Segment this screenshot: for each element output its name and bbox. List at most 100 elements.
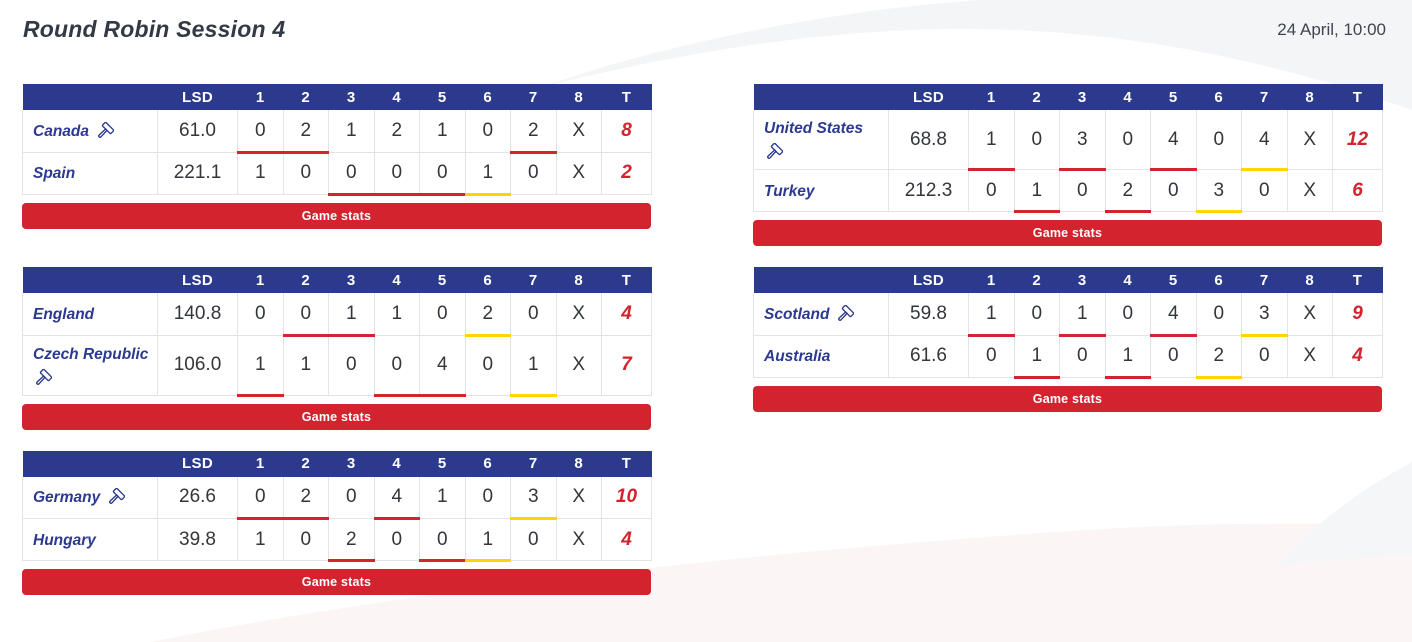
end-1-score: 1 bbox=[237, 152, 284, 195]
col-header-T: T bbox=[1332, 267, 1383, 293]
team-name: England bbox=[33, 305, 95, 323]
hammer-underline-yellow bbox=[510, 517, 557, 520]
col-header-4: 4 bbox=[374, 450, 420, 477]
end-4-score: 4 bbox=[373, 476, 420, 520]
end-3-score: 0 bbox=[328, 476, 375, 519]
header-row: LSD 1 2 3 4 5 6 7 8 T bbox=[22, 267, 652, 293]
end-6-score: 3 bbox=[1195, 169, 1242, 213]
team-row: Australia 61.6 0 1 0 1 0 2 0 X 4 bbox=[753, 335, 1383, 379]
hammer-underline-yellow bbox=[1195, 375, 1242, 379]
end-7-score: 0 bbox=[510, 518, 557, 561]
team-row: Germany 26.6 0 2 0 4 1 0 3 X 10 bbox=[22, 476, 652, 520]
hammer-underline-red bbox=[1013, 375, 1060, 379]
end-6-score: 1 bbox=[464, 152, 511, 196]
hammer-underline-red bbox=[373, 393, 420, 397]
scoreboard-table: LSD 1 2 3 4 5 6 7 8 T Canada 61.0 0 2 1 2 1 0 2 X 8 Spain 22… bbox=[22, 84, 652, 196]
hammer-underline-red bbox=[282, 333, 329, 337]
col-header-6: 6 bbox=[465, 267, 511, 293]
team-row: United States 68.8 1 0 3 0 4 0 4 X 12 bbox=[753, 110, 1383, 171]
hammer-underline-red bbox=[282, 517, 329, 520]
scoreboard-table: LSD 1 2 3 4 5 6 7 8 T United States 68.8 1 0 3 0 4 0 4 X 1… bbox=[753, 84, 1383, 213]
end-7-score: 0 bbox=[510, 293, 557, 336]
end-6-score: 0 bbox=[1196, 110, 1242, 170]
col-header-5: 5 bbox=[1150, 84, 1196, 110]
end-3-score: 1 bbox=[328, 110, 375, 153]
hammer-underline-yellow bbox=[464, 333, 511, 337]
col-header-8: 8 bbox=[1287, 267, 1333, 293]
team-cell: Spain bbox=[22, 152, 158, 195]
hammer-underline-red bbox=[1150, 333, 1197, 337]
end-2-score: 1 bbox=[283, 335, 329, 396]
game-stats-button[interactable]: Game stats bbox=[753, 385, 1382, 412]
total-score: 4 bbox=[1332, 335, 1383, 378]
col-header-2: 2 bbox=[283, 267, 329, 293]
team-name: Spain bbox=[33, 165, 76, 182]
col-header-1: 1 bbox=[968, 84, 1014, 110]
end-5-score: 1 bbox=[419, 476, 466, 519]
team-column-header bbox=[753, 267, 889, 293]
end-3-score: 1 bbox=[328, 293, 375, 337]
end-3-score: 2 bbox=[328, 518, 375, 562]
game-stats-button[interactable]: Game stats bbox=[753, 220, 1382, 246]
team-cell: England bbox=[22, 293, 158, 336]
col-header-3: 3 bbox=[328, 84, 374, 110]
col-header-4: 4 bbox=[374, 267, 420, 293]
hammer-underline-yellow bbox=[464, 192, 511, 196]
hammer-icon bbox=[767, 143, 783, 159]
end-7-score: 0 bbox=[1241, 169, 1288, 212]
end-4-score: 0 bbox=[373, 335, 420, 397]
col-header-7: 7 bbox=[1241, 84, 1287, 110]
team-cell: Turkey bbox=[753, 169, 889, 212]
end-3-score: 1 bbox=[1059, 293, 1106, 337]
team-name: Hungary bbox=[33, 531, 96, 549]
hammer-underline-red bbox=[968, 333, 1015, 337]
end-6-score: 2 bbox=[464, 293, 511, 337]
col-header-5: 5 bbox=[419, 267, 465, 293]
team-name: Australia bbox=[764, 348, 831, 365]
end-5-score: 4 bbox=[419, 335, 466, 397]
hammer-underline-yellow bbox=[510, 393, 557, 397]
col-header-T: T bbox=[601, 267, 652, 293]
col-header-6: 6 bbox=[1196, 267, 1242, 293]
scoreboard-table: LSD 1 2 3 4 5 6 7 8 T England 140.8 0 0 1 1 0 2 0 X 4 Czech … bbox=[22, 267, 652, 397]
end-3-score: 0 bbox=[1059, 335, 1106, 378]
end-8-score: X bbox=[1287, 169, 1333, 212]
game-stats-button[interactable]: Game stats bbox=[22, 403, 651, 430]
end-6-score: 0 bbox=[465, 476, 511, 519]
end-8-score: X bbox=[1287, 293, 1333, 336]
end-2-score: 0 bbox=[283, 152, 329, 195]
end-1-score: 0 bbox=[237, 110, 284, 154]
end-4-score: 2 bbox=[1104, 169, 1151, 213]
hammer-underline-red bbox=[1150, 168, 1197, 171]
end-1-score: 1 bbox=[237, 518, 284, 561]
game-stats-button[interactable]: Game stats bbox=[22, 202, 651, 229]
team-column-header bbox=[22, 267, 158, 293]
team-name: Germany bbox=[33, 489, 101, 507]
team-cell: Germany bbox=[22, 476, 158, 519]
hammer-underline-red bbox=[1059, 168, 1106, 171]
end-4-score: 0 bbox=[1105, 110, 1151, 170]
end-5-score: 0 bbox=[1150, 169, 1197, 212]
hammer-icon bbox=[109, 488, 126, 505]
col-header-LSD: LSD bbox=[888, 84, 969, 110]
end-5-score: 1 bbox=[419, 110, 466, 153]
col-header-1: 1 bbox=[237, 84, 283, 110]
hammer-underline-red bbox=[419, 559, 466, 562]
col-header-3: 3 bbox=[1059, 84, 1105, 110]
game-stats-button[interactable]: Game stats bbox=[22, 569, 651, 595]
end-6-score: 0 bbox=[1196, 293, 1242, 336]
team-name: Scotland bbox=[764, 305, 830, 323]
end-1-score: 0 bbox=[237, 476, 284, 520]
col-header-3: 3 bbox=[328, 450, 374, 477]
col-header-2: 2 bbox=[1014, 267, 1060, 293]
col-header-T: T bbox=[601, 450, 652, 477]
col-header-T: T bbox=[601, 84, 652, 110]
team-row: Spain 221.1 1 0 0 0 0 1 0 X 2 bbox=[22, 152, 652, 196]
col-header-8: 8 bbox=[556, 267, 602, 293]
lsd-value: 221.1 bbox=[157, 152, 238, 195]
team-row: Canada 61.0 0 2 1 2 1 0 2 X 8 bbox=[22, 110, 652, 154]
col-header-LSD: LSD bbox=[157, 267, 238, 293]
end-3-score: 0 bbox=[328, 152, 375, 196]
team-name: Canada bbox=[33, 122, 89, 140]
col-header-8: 8 bbox=[556, 84, 602, 110]
